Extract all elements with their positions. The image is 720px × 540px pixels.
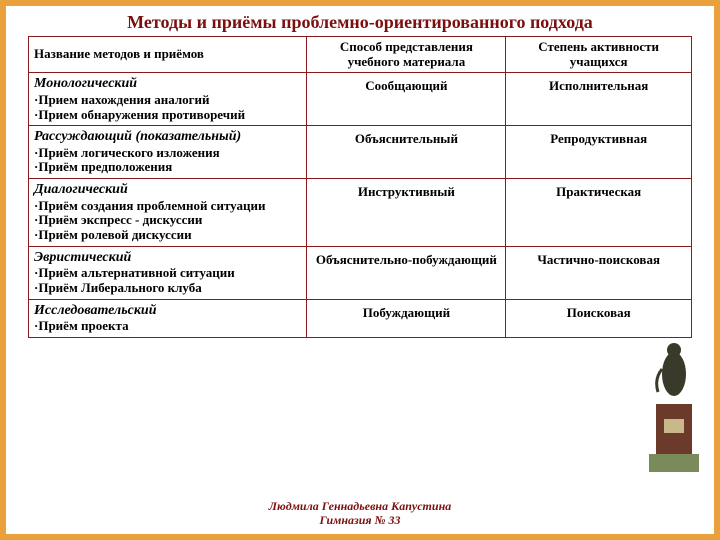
method-name: Диалогический xyxy=(34,182,301,198)
method-cell: Монологический·Прием нахождения аналогий… xyxy=(29,73,307,126)
method-name: Монологический xyxy=(34,76,301,92)
col-header-3: Степень активности учащихся xyxy=(506,36,692,73)
method-name: Эвристический xyxy=(34,250,301,266)
presentation-cell: Побуждающий xyxy=(307,300,506,338)
footer-author: Людмила Геннадьевна Капустина xyxy=(269,499,451,513)
activity-cell: Частично-поисковая xyxy=(506,247,692,300)
table-row: Монологический·Прием нахождения аналогий… xyxy=(29,73,692,126)
table-row: Эвристический·Приём альтернативной ситуа… xyxy=(29,247,692,300)
slide-frame: Методы и приёмы проблемно-ориентированно… xyxy=(0,0,720,540)
method-bullets: ·Приём альтернативной ситуации·Приём Либ… xyxy=(34,266,301,296)
method-cell: Эвристический·Приём альтернативной ситуа… xyxy=(29,247,307,300)
presentation-cell: Объяснительный xyxy=(307,126,506,179)
monument-icon xyxy=(644,324,704,474)
method-cell: Исследовательский·Приём проекта xyxy=(29,300,307,338)
method-cell: Диалогический·Приём создания проблемной … xyxy=(29,179,307,247)
activity-cell: Практическая xyxy=(506,179,692,247)
activity-cell: Исполнительная xyxy=(506,73,692,126)
table-row: Рассуждающий (показательный)·Приём логич… xyxy=(29,126,692,179)
footer-school: Гимназия № 33 xyxy=(319,513,400,527)
table-row: Исследовательский·Приём проектаПобуждающ… xyxy=(29,300,692,338)
method-name: Рассуждающий (показательный) xyxy=(34,129,301,145)
presentation-cell: Сообщающий xyxy=(307,73,506,126)
presentation-cell: Объяснительно-побуждающий xyxy=(307,247,506,300)
col-header-1: Название методов и приёмов xyxy=(29,36,307,73)
method-bullets: ·Приём проекта xyxy=(34,319,301,334)
page-title: Методы и приёмы проблемно-ориентированно… xyxy=(28,12,692,34)
method-bullets: ·Приём создания проблемной ситуации·Приё… xyxy=(34,199,301,244)
table-header-row: Название методов и приёмов Способ предст… xyxy=(29,36,692,73)
methods-table: Название методов и приёмов Способ предст… xyxy=(28,36,692,339)
presentation-cell: Инструктивный xyxy=(307,179,506,247)
table-row: Диалогический·Приём создания проблемной … xyxy=(29,179,692,247)
method-bullets: ·Прием нахождения аналогий·Прием обнаруж… xyxy=(34,93,301,123)
col-header-2: Способ представления учебного материала xyxy=(307,36,506,73)
method-cell: Рассуждающий (показательный)·Приём логич… xyxy=(29,126,307,179)
activity-cell: Репродуктивная xyxy=(506,126,692,179)
method-bullets: ·Приём логического изложения·Приём предп… xyxy=(34,146,301,176)
slide-footer: Людмила Геннадьевна Капустина Гимназия №… xyxy=(6,500,714,528)
method-name: Исследовательский xyxy=(34,303,301,319)
